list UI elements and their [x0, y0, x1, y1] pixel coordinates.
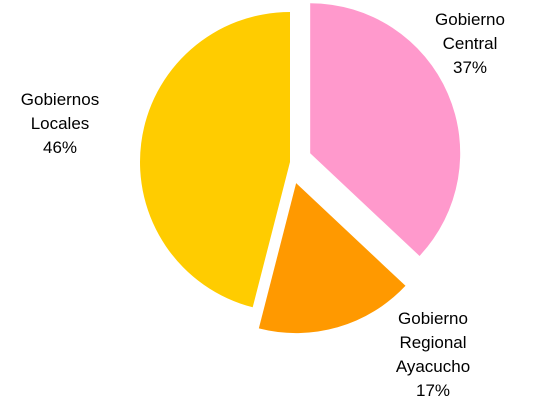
slice-label: Gobierno Regional Ayacucho 17%: [381, 307, 485, 403]
value-label: 17%: [415, 381, 451, 400]
value-label: 46%: [42, 138, 78, 157]
slice-label: Gobiernos Locales 46%: [8, 88, 112, 160]
slice-label: Gobierno Central 37%: [418, 8, 522, 80]
category-label: Gobiernos Locales: [20, 90, 100, 133]
category-label: Gobierno Regional Ayacucho: [395, 309, 471, 376]
value-label: 37%: [452, 58, 488, 77]
category-label: Gobierno Central: [435, 10, 505, 53]
pie-slice: [258, 183, 406, 334]
pie-slice: [310, 3, 461, 256]
pie-slice: [139, 12, 290, 308]
